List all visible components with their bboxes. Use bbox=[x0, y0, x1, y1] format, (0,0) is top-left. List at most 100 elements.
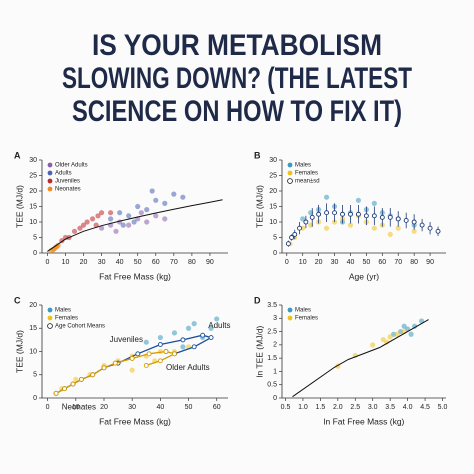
annotation: Older Adults bbox=[166, 363, 210, 372]
title-line: IS YOUR METABOLISM bbox=[92, 29, 382, 62]
y-tick-label: 0.5 bbox=[267, 382, 277, 389]
legend-symbol bbox=[287, 307, 293, 313]
x-tick-label: 0.5 bbox=[281, 404, 291, 411]
point bbox=[371, 200, 377, 206]
x-tick-label: 4.5 bbox=[420, 404, 430, 411]
mean-point bbox=[146, 351, 152, 357]
mean-point bbox=[112, 360, 118, 366]
y-tick-label: 0 bbox=[33, 250, 37, 257]
legend-label: Age Cohort Means bbox=[55, 324, 105, 330]
mean-point bbox=[419, 222, 425, 228]
point bbox=[73, 376, 79, 382]
panel-label: C bbox=[14, 295, 21, 305]
x-tick-label: 3.5 bbox=[385, 404, 395, 411]
mean-point bbox=[62, 386, 67, 392]
mean-point bbox=[309, 214, 315, 220]
point bbox=[80, 222, 87, 228]
mean-point bbox=[411, 219, 417, 225]
x-tick-label: 70 bbox=[394, 259, 402, 266]
y-tick-label: 10 bbox=[269, 219, 277, 226]
point bbox=[411, 228, 417, 234]
point bbox=[384, 339, 390, 345]
x-tick-label: 0 bbox=[45, 259, 49, 266]
x-tick-label: 50 bbox=[134, 259, 142, 266]
mean-point bbox=[200, 332, 206, 338]
mean-point bbox=[135, 351, 141, 357]
mean-point bbox=[427, 225, 433, 231]
x-tick-label: 60 bbox=[213, 404, 221, 411]
point bbox=[98, 210, 105, 216]
mean-point bbox=[79, 376, 84, 382]
point bbox=[323, 225, 330, 231]
point bbox=[208, 325, 214, 331]
point bbox=[300, 216, 306, 222]
y-tick-label: 25 bbox=[29, 172, 37, 179]
x-tick-label: 90 bbox=[426, 259, 434, 266]
mean-point bbox=[70, 381, 76, 387]
point bbox=[162, 200, 168, 206]
mean-point bbox=[371, 213, 377, 219]
x-tick-label: 40 bbox=[347, 259, 355, 266]
x-tick-label: 10 bbox=[299, 259, 307, 266]
y-tick-label: 20 bbox=[29, 302, 37, 309]
y-axis-title: TEE (MJ/d) bbox=[14, 330, 24, 373]
legend-symbol bbox=[47, 178, 53, 184]
x-tick-label: 1.0 bbox=[298, 404, 308, 411]
point bbox=[180, 194, 186, 200]
x-tick-label: 40 bbox=[156, 404, 164, 411]
mean-point bbox=[292, 231, 298, 237]
y-tick-label: 0 bbox=[273, 250, 277, 257]
point bbox=[180, 344, 186, 350]
x-tick-label: 90 bbox=[206, 259, 214, 266]
mean-point bbox=[172, 351, 177, 357]
legend-label: Males bbox=[55, 308, 71, 314]
panel-label: A bbox=[14, 150, 21, 160]
point bbox=[129, 367, 135, 373]
x-tick-label: 0 bbox=[46, 404, 50, 411]
x-tick-label: 30 bbox=[98, 259, 106, 266]
x-tick-label: 10 bbox=[72, 404, 80, 411]
mean-point bbox=[180, 337, 186, 343]
x-tick-label: 20 bbox=[100, 404, 108, 411]
legend-symbol bbox=[47, 307, 53, 313]
y-tick-label: 30 bbox=[29, 157, 37, 164]
point bbox=[408, 331, 414, 337]
point bbox=[171, 330, 178, 336]
point bbox=[117, 210, 123, 216]
x-tick-label: 4.0 bbox=[403, 404, 413, 411]
y-tick-label: 30 bbox=[269, 157, 277, 164]
point bbox=[108, 210, 114, 216]
annotation: Adults bbox=[208, 321, 230, 330]
legend-label: Males bbox=[295, 308, 311, 314]
y-axis-title: TEE (MJ/d) bbox=[254, 185, 264, 228]
point bbox=[149, 188, 155, 194]
x-tick-label: 50 bbox=[185, 404, 193, 411]
legend-symbol bbox=[47, 186, 53, 192]
point bbox=[84, 219, 90, 225]
x-axis-title: ln Fat Free Mass (kg) bbox=[324, 416, 405, 426]
legend-label: Females bbox=[295, 171, 318, 177]
point bbox=[370, 342, 376, 348]
y-tick-label: 25 bbox=[269, 172, 277, 179]
point bbox=[131, 219, 137, 225]
x-axis-title: Age (yr) bbox=[349, 271, 379, 281]
y-tick-label: 2 bbox=[273, 342, 277, 349]
y-tick-label: 20 bbox=[269, 188, 277, 195]
x-tick-label: 80 bbox=[410, 259, 418, 266]
point bbox=[120, 222, 126, 228]
mean-point bbox=[143, 363, 149, 368]
mean-point bbox=[297, 225, 302, 231]
mean-point bbox=[340, 211, 345, 217]
x-tick-label: 20 bbox=[80, 259, 88, 266]
point bbox=[162, 216, 168, 222]
y-tick-label: 15 bbox=[269, 203, 277, 210]
mean-point bbox=[163, 349, 169, 354]
point bbox=[98, 225, 105, 231]
point bbox=[138, 210, 144, 216]
x-tick-label: 2.5 bbox=[350, 404, 360, 411]
x-axis-title: Fat Free Mass (kg) bbox=[99, 271, 171, 281]
point bbox=[71, 228, 78, 234]
mean-point bbox=[157, 358, 163, 364]
legend-label: Juveniles bbox=[55, 179, 80, 185]
